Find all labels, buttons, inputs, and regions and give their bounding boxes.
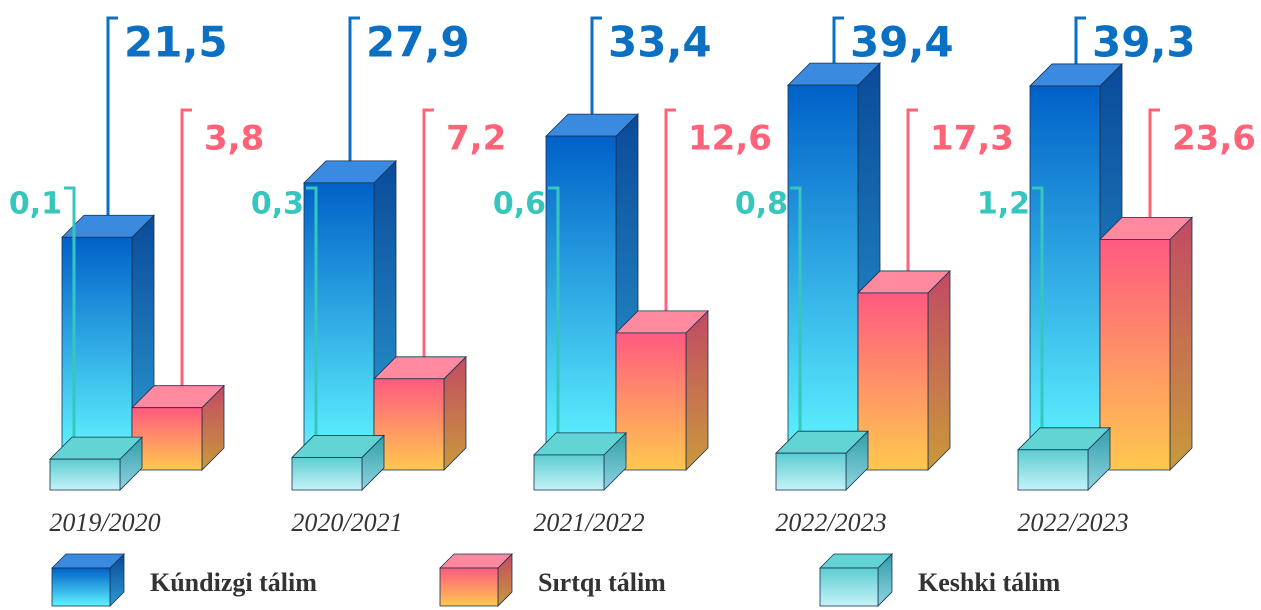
bar-face bbox=[291, 457, 363, 491]
value-label: 17,3 bbox=[930, 119, 1014, 159]
value-label: 21,5 bbox=[124, 18, 228, 67]
leader-line bbox=[548, 186, 560, 455]
leader-line bbox=[906, 108, 918, 283]
leader-line bbox=[180, 108, 192, 398]
bar bbox=[291, 434, 385, 491]
bar bbox=[533, 431, 627, 491]
legend-swatch bbox=[439, 553, 513, 607]
legend-label: Sırtqı tálim bbox=[538, 568, 666, 597]
bar bbox=[131, 384, 225, 471]
leader-line bbox=[422, 108, 434, 369]
leader-line bbox=[832, 16, 844, 76]
value-label: 27,9 bbox=[366, 18, 470, 67]
bar-face bbox=[49, 458, 121, 491]
bar-face bbox=[927, 269, 951, 471]
legend-swatch-face bbox=[439, 567, 499, 607]
leader-line bbox=[106, 16, 118, 228]
legend-swatch bbox=[51, 553, 125, 607]
bar bbox=[373, 355, 467, 471]
bar-face bbox=[775, 452, 847, 491]
bar-face bbox=[1169, 216, 1193, 471]
bar-face bbox=[857, 292, 929, 471]
bar bbox=[49, 436, 143, 491]
legend-label: Kúndizgi tálim bbox=[150, 568, 317, 597]
value-label: 7,2 bbox=[446, 119, 506, 159]
leader-line bbox=[1032, 186, 1044, 450]
legend-swatch-face bbox=[819, 567, 879, 607]
bar-face bbox=[1099, 238, 1171, 471]
value-label: 0,6 bbox=[493, 187, 546, 222]
leader-line bbox=[790, 186, 802, 454]
bar bbox=[775, 430, 869, 491]
x-tick-label: 2021/2022 bbox=[533, 508, 644, 537]
leader-line bbox=[1148, 108, 1160, 230]
bar bbox=[1017, 426, 1111, 491]
leader-line bbox=[64, 186, 76, 460]
value-label: 12,6 bbox=[688, 119, 772, 159]
bar-face bbox=[373, 378, 445, 471]
bar-face bbox=[1017, 449, 1089, 491]
leader-line bbox=[590, 16, 602, 127]
bar bbox=[1099, 216, 1193, 471]
value-label: 0,3 bbox=[251, 187, 304, 222]
x-tick-label: 2020/2021 bbox=[291, 508, 402, 537]
value-label: 33,4 bbox=[608, 18, 712, 67]
bar bbox=[857, 269, 951, 471]
value-label: 0,1 bbox=[9, 187, 62, 222]
bar-face bbox=[685, 309, 709, 471]
value-label: 39,3 bbox=[1092, 18, 1196, 67]
bar-face bbox=[533, 454, 605, 491]
bar-face bbox=[131, 407, 203, 471]
leader-line bbox=[1074, 16, 1086, 76]
x-tick-label: 2019/2020 bbox=[49, 508, 160, 537]
value-label: 3,8 bbox=[204, 119, 264, 159]
value-label: 1,2 bbox=[977, 187, 1030, 222]
x-tick-label: 2022/2023 bbox=[1017, 508, 1128, 537]
x-tick-label: 2022/2023 bbox=[775, 508, 886, 537]
value-label: 39,4 bbox=[850, 18, 954, 67]
leader-line bbox=[306, 186, 318, 458]
legend-label: Keshki tálim bbox=[918, 568, 1061, 597]
leader-line bbox=[348, 16, 360, 173]
leader-line bbox=[664, 108, 676, 323]
legend-swatch-face bbox=[51, 567, 111, 607]
bar bbox=[615, 309, 709, 471]
legend-swatch bbox=[819, 553, 893, 607]
bar-face bbox=[615, 332, 687, 471]
value-label: 23,6 bbox=[1172, 119, 1256, 159]
value-label: 0,8 bbox=[735, 187, 788, 222]
